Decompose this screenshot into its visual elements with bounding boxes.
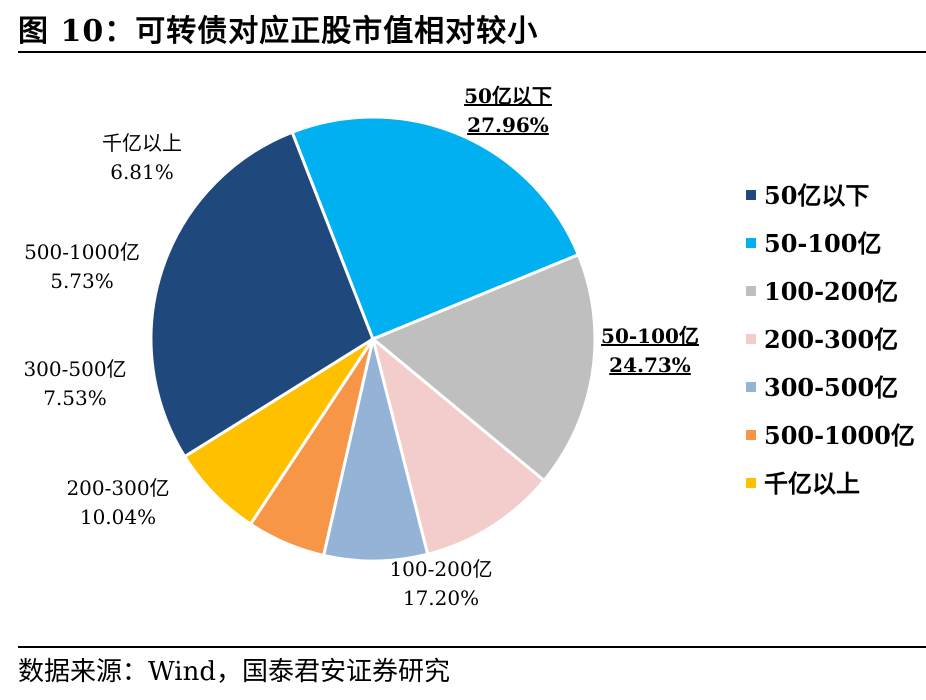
slice-label-6: 500-1000亿 (24, 240, 140, 264)
legend-swatch-2 (746, 238, 756, 248)
legend-label-5: 300-500亿 (764, 373, 898, 402)
slice-value-6: 5.73% (50, 269, 114, 293)
pie-chart: 50亿以下 27.96% 50-100亿 24.73% 100-200亿 17.20% 20… (23, 84, 915, 610)
legend-label-7: 千亿以上 (764, 469, 860, 498)
legend: 50亿以下 50-100亿 100-200亿 200-300亿 300-500亿 500-… (746, 181, 915, 498)
legend-label-6: 500-1000亿 (764, 421, 915, 450)
legend-label-2: 50-100亿 (764, 229, 881, 258)
slice-labels: 50亿以下 27.96% 50-100亿 24.73% 100-200亿 17.20% 20… (23, 84, 699, 610)
legend-label-3: 100-200亿 (764, 277, 898, 306)
legend-swatch-5 (746, 382, 756, 392)
pie-slice-1 (149, 130, 375, 459)
source-rule (18, 646, 926, 648)
legend-swatch-3 (746, 286, 756, 296)
slice-label-1: 50亿以下 (464, 84, 552, 108)
slice-value-3: 17.20% (403, 586, 479, 610)
pie-slice-7 (182, 337, 375, 527)
legend-swatch-4 (746, 334, 756, 344)
pie-slice-3 (370, 252, 597, 483)
slice-value-1: 27.96% (467, 113, 549, 137)
slice-value-2: 24.73% (609, 353, 691, 377)
legend-label-4: 200-300亿 (764, 325, 898, 354)
pie-slice-5 (321, 338, 430, 563)
source-note: 数据来源：Wind，国泰君安证券研究 (18, 657, 450, 687)
slice-value-5: 7.53% (43, 386, 107, 410)
slice-label-7: 千亿以上 (102, 131, 182, 155)
slice-label-4: 200-300亿 (66, 476, 169, 500)
legend-swatch-7 (746, 478, 756, 488)
slice-label-3: 100-200亿 (389, 557, 492, 581)
legend-swatch-6 (746, 430, 756, 440)
title-rule (18, 51, 926, 53)
slice-label-5: 300-500亿 (23, 357, 126, 381)
slice-label-2: 50-100亿 (601, 324, 699, 348)
chart-title: 图 10：可转债对应正股市值相对较小 (18, 14, 539, 49)
pie-slice-4 (370, 334, 547, 556)
legend-label-1: 50亿以下 (764, 181, 869, 210)
slice-value-7: 6.81% (110, 160, 174, 184)
legend-swatch-1 (746, 190, 756, 200)
pie-slices (149, 115, 597, 563)
slice-value-4: 10.04% (80, 505, 156, 529)
